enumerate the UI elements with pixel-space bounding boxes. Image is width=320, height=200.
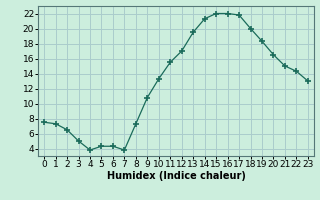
- X-axis label: Humidex (Indice chaleur): Humidex (Indice chaleur): [107, 171, 245, 181]
